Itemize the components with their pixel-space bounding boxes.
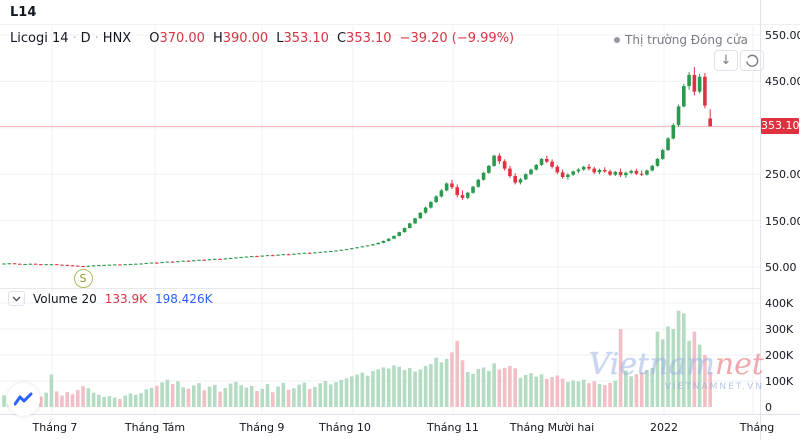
volume-tick-label: 200K — [765, 349, 794, 362]
reset-chart-icon — [746, 54, 759, 67]
low-key: L — [276, 31, 284, 46]
time-tick-label: Tháng — [739, 421, 775, 434]
market-status-dot-icon — [614, 37, 621, 43]
volume-tick-label: 100K — [765, 375, 794, 388]
legend-separator: · — [72, 31, 77, 46]
high-value: 390.00 — [222, 31, 269, 46]
symbol-name[interactable]: Licogi 14 — [10, 31, 69, 46]
interval-label[interactable]: D — [80, 31, 91, 46]
volume-current-value: 133.9K — [104, 291, 147, 306]
time-tick-label: Tháng Tám — [124, 421, 186, 434]
price-tick-label: 150.00 — [765, 214, 800, 228]
volume-indicator-title[interactable]: Volume 20 — [33, 291, 97, 306]
open-value: 370.00 — [159, 31, 205, 46]
time-axis-divider — [0, 414, 800, 415]
volume-tick-label: 300K — [765, 323, 794, 336]
chart-legend[interactable]: Licogi 14 · D · HNX O370.00 H390.00 L353.10 C353… — [10, 31, 514, 46]
price-tick-label: 50.00 — [765, 261, 797, 274]
last-price-badge: 353.10 — [761, 118, 800, 135]
time-tick-label: Tháng 11 — [427, 421, 479, 434]
price-tick-label: 550.00 — [765, 29, 800, 42]
market-status-label: Thị trường Đóng cửa — [625, 33, 748, 47]
time-tick-label: 2022 — [650, 421, 678, 434]
high-key: H — [212, 31, 223, 46]
time-tick-label: Tháng 10 — [319, 421, 371, 434]
chevron-down-icon — [12, 296, 21, 301]
close-key: C — [336, 31, 347, 46]
price-tick-label: 450.00 — [765, 75, 800, 89]
scroll-to-recent-button[interactable]: ↓ — [714, 50, 738, 71]
legend-separator: · — [94, 31, 99, 46]
close-value: 353.10 — [346, 31, 392, 46]
time-tick-label: Tháng Mười hai — [509, 421, 595, 434]
time-tick-label: Tháng 7 — [32, 421, 78, 434]
exchange-label: HNX — [102, 31, 132, 46]
low-value: 353.10 — [283, 31, 329, 46]
arrow-down-icon: ↓ — [720, 53, 732, 68]
watchlist-symbol[interactable]: L14 — [10, 5, 37, 20]
tradingview-logo[interactable] — [7, 383, 40, 416]
pane-divider[interactable] — [0, 288, 760, 289]
tradingview-logo-icon — [14, 392, 33, 406]
market-status: Thị trường Đóng cửa — [614, 33, 748, 47]
price-tick-label: 250.00 — [765, 168, 800, 182]
open-key: O — [149, 31, 160, 46]
price-axis-divider — [760, 0, 761, 440]
volume-tick-label: 400K — [765, 297, 794, 310]
split-event-marker[interactable]: S — [73, 269, 93, 288]
reset-chart-button[interactable] — [740, 50, 764, 71]
change-value: −39.20 (−9.99%) — [399, 31, 515, 46]
volume-pane-legend: Volume 20 133.9K 198.426K — [8, 291, 212, 306]
collapse-pane-button[interactable] — [8, 291, 25, 306]
time-tick-label: Tháng 9 — [239, 421, 285, 434]
ohlc-values: O370.00 H390.00 L353.10 C353.10 −39.20 (−9.9… — [141, 31, 514, 46]
header-divider — [0, 24, 800, 25]
volume-tick-label: 0 — [765, 401, 772, 414]
volume-ma-value: 198.426K — [154, 291, 213, 306]
